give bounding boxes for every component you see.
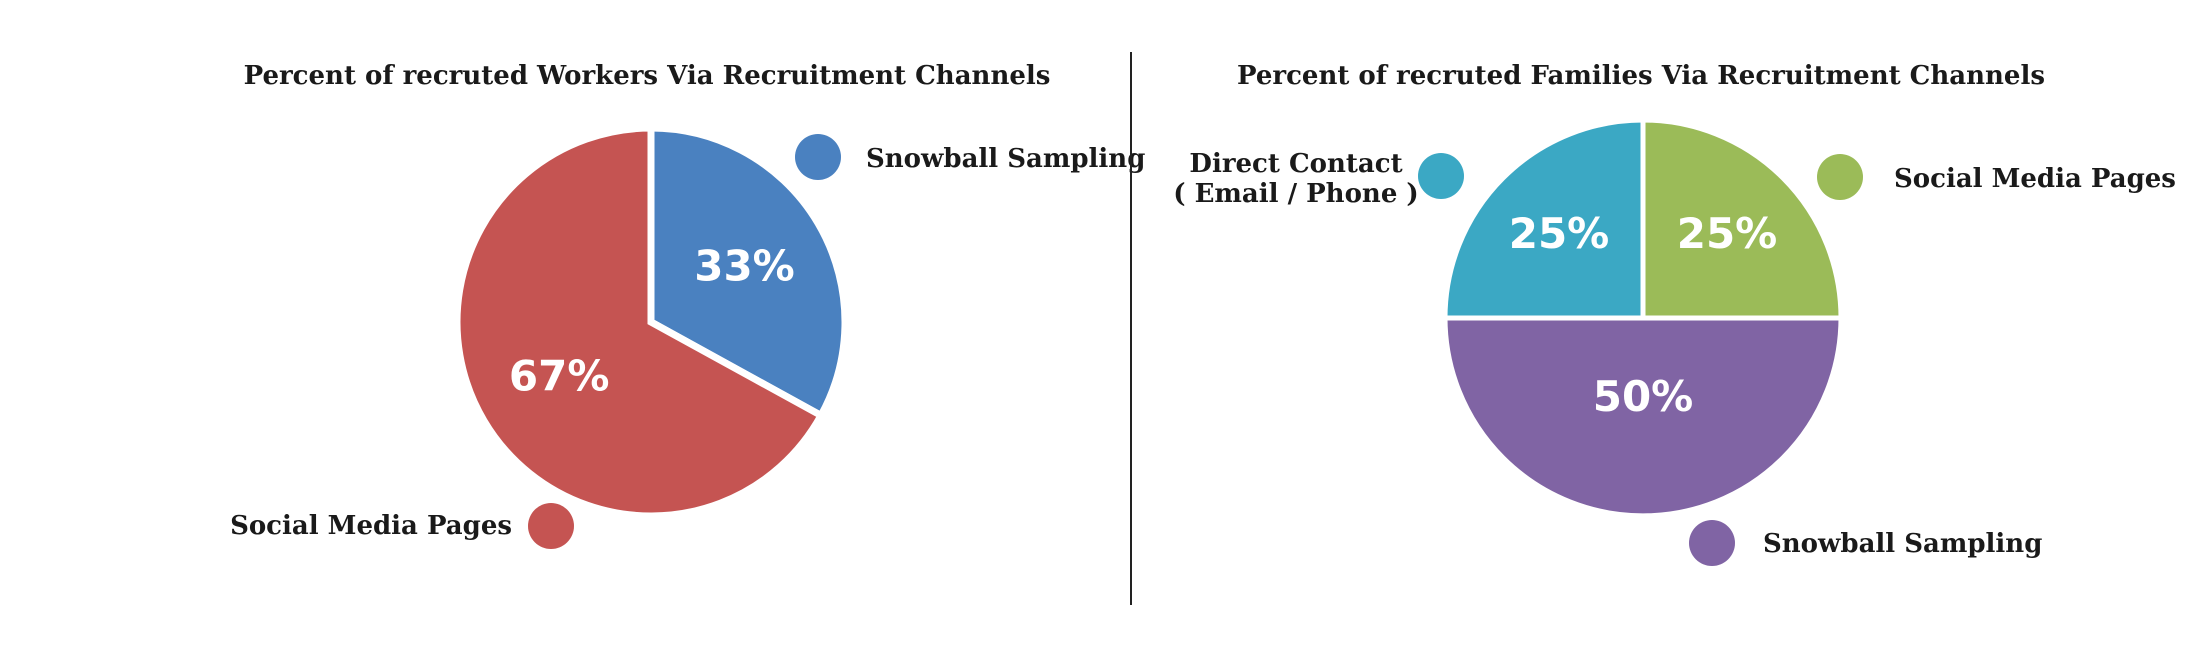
legend-marker-snowball-sampling-families: [1689, 520, 1735, 566]
legend-label-snowball-sampling-families: Snowball Sampling: [1763, 529, 2042, 559]
data-label-social-media-pages: 25%: [1677, 209, 1778, 258]
legend-marker-snowball-sampling: [795, 134, 841, 180]
workers-chart-title: Percent of recruted Workers Via Recruitm…: [244, 61, 1051, 91]
workers-chart: Percent of recruted Workers Via Recruitm…: [230, 61, 1145, 549]
legend-item-snowball-sampling-families: Snowball Sampling: [1689, 520, 2042, 566]
legend-label-social-media-pages-families: Social Media Pages: [1894, 164, 2176, 194]
families-chart: Percent of recruted Families Via Recruit…: [1173, 61, 2176, 566]
data-label-social-media-pages: 67%: [509, 351, 610, 400]
legend-label-social-media-pages: Social Media Pages: [230, 511, 512, 541]
data-label-snowball-sampling: 50%: [1593, 372, 1694, 421]
legend-marker-social-media-pages: [528, 503, 574, 549]
legend-item-snowball-sampling: Snowball Sampling: [795, 134, 1145, 180]
legend-item-social-media-pages: Social Media Pages: [230, 503, 574, 549]
families-pie: 25% 50% 25%: [1442, 117, 1844, 519]
legend-label-direct-contact: Direct Contact: [1189, 149, 1402, 179]
legend-label-snowball-sampling: Snowball Sampling: [866, 144, 1145, 174]
legend-marker-direct-contact: [1418, 153, 1464, 199]
legend-item-direct-contact: Direct Contact ( Email / Phone ): [1173, 149, 1464, 209]
legend-marker-social-media-pages-families: [1817, 154, 1863, 200]
families-chart-title: Percent of recruted Families Via Recruit…: [1237, 61, 2045, 91]
workers-pie: 33% 67%: [453, 124, 849, 520]
pie-slice-social-media-pages: [453, 124, 826, 520]
data-label-direct-contact: 25%: [1509, 209, 1610, 258]
pie-slice-direct-contact: [1442, 117, 1646, 321]
pie-slice-snowball-sampling: [647, 124, 849, 421]
pie-slice-social-media-pages: [1640, 117, 1844, 321]
data-label-snowball-sampling: 33%: [694, 242, 795, 291]
legend-label-direct-contact-line2: ( Email / Phone ): [1173, 179, 1418, 209]
pie-slice-snowball-sampling: [1442, 315, 1844, 519]
legend-item-social-media-pages-families: Social Media Pages: [1817, 154, 2176, 200]
